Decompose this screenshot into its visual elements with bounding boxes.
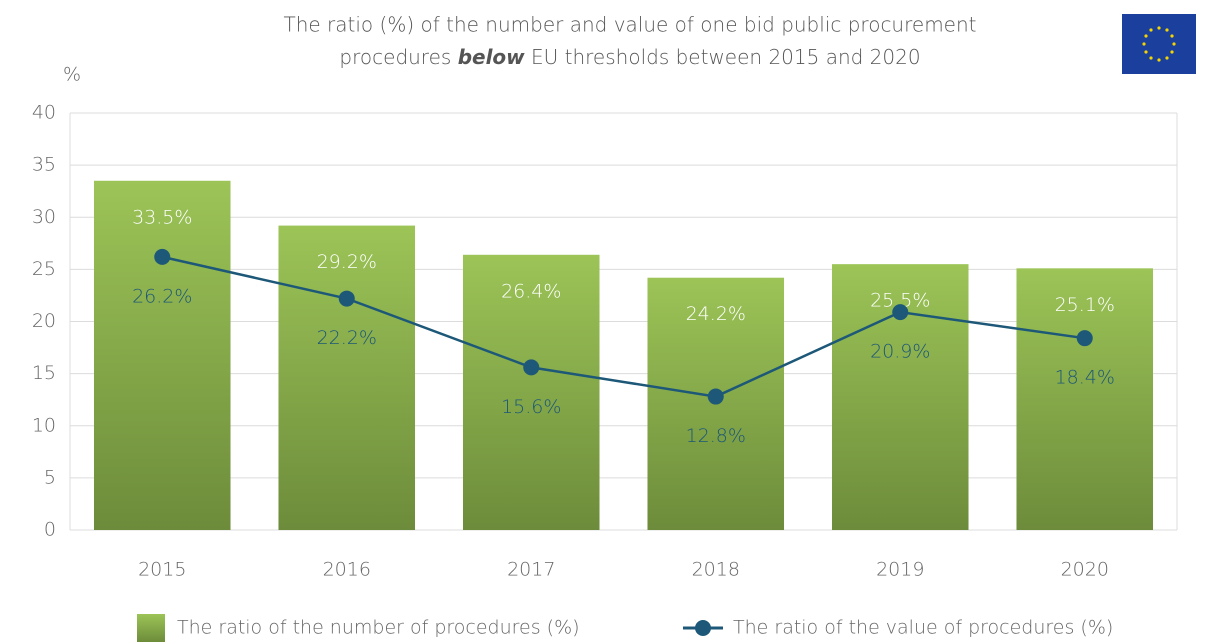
bar-value-label: 25.5%: [870, 290, 930, 312]
chart-title: The ratio (%) of the number and value of…: [283, 13, 976, 37]
line-value-label: 12.8%: [686, 425, 746, 447]
x-tick-label: 2015: [138, 559, 186, 581]
line-point: [1076, 330, 1093, 347]
line-point: [523, 359, 540, 376]
bar: [278, 225, 416, 530]
bar-value-label: 25.1%: [1055, 294, 1115, 316]
line-value-label: 18.4%: [1055, 367, 1115, 389]
bar-value-label: 24.2%: [686, 303, 746, 325]
y-tick-label: 30: [32, 206, 56, 228]
x-tick-label: 2017: [507, 559, 555, 581]
legend-item: The ratio of the value of procedures (%): [683, 617, 1113, 639]
line-value-label: 22.2%: [317, 327, 377, 349]
line: [161, 255, 1085, 398]
x-tick-label: 2016: [323, 559, 371, 581]
y-axis-label: %: [63, 64, 81, 86]
title-part: EU thresholds between 2015 and 2020: [525, 45, 921, 69]
bar-value-label: 26.4%: [501, 280, 561, 302]
legend-label: The ratio of the number of procedures (%…: [177, 617, 580, 639]
eu-flag: [1122, 14, 1196, 74]
y-tick-label: 0: [44, 519, 56, 541]
line-point: [707, 388, 724, 405]
line-value-label: 20.9%: [870, 341, 930, 363]
bar-value-label: 33.5%: [132, 206, 192, 228]
bar-value-label: 29.2%: [317, 251, 377, 273]
bar: [462, 254, 600, 530]
title-part: procedures: [339, 45, 457, 69]
line-point: [892, 304, 909, 321]
x-tick-label: 2020: [1061, 559, 1109, 581]
y-tick-label: 25: [32, 258, 56, 280]
y-tick-label: 20: [32, 310, 56, 332]
line-value-label: 15.6%: [501, 396, 561, 418]
x-tick-label: 2018: [692, 559, 740, 581]
line-point: [154, 248, 171, 265]
bar: [1016, 268, 1154, 530]
legend-label: The ratio of the value of procedures (%): [733, 617, 1113, 639]
y-tick-label: 10: [32, 414, 56, 436]
line-value-label: 26.2%: [132, 285, 192, 307]
title-emphasis: below: [458, 45, 525, 69]
y-tick-label: 15: [32, 362, 56, 384]
legend-swatch: [695, 620, 711, 636]
legend-swatch: [137, 614, 165, 642]
bar: [93, 180, 231, 530]
chart-title: procedures below EU thresholds between 2…: [339, 45, 920, 69]
line-point: [338, 290, 355, 307]
y-tick-label: 40: [32, 102, 56, 124]
x-tick-label: 2019: [876, 559, 924, 581]
legend-item: The ratio of the number of procedures (%…: [137, 614, 580, 642]
y-tick-label: 5: [44, 466, 56, 488]
y-tick-label: 35: [32, 154, 56, 176]
